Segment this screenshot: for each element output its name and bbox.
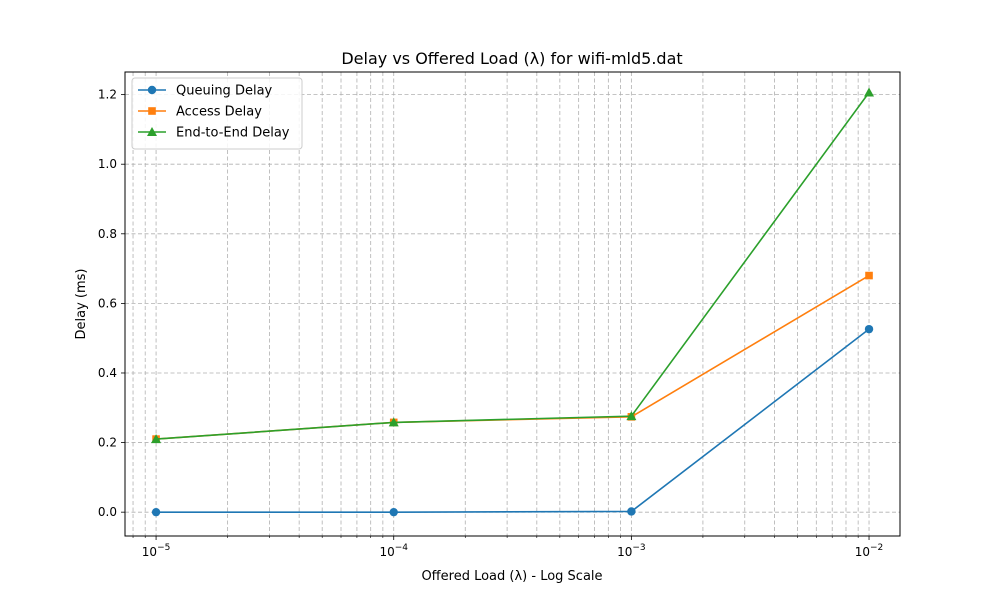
x-tick-label: 10−5 [142, 543, 171, 559]
legend-box [131, 77, 303, 150]
plot-frame [124, 71, 901, 537]
legend-marker [147, 85, 157, 95]
grid [125, 72, 900, 536]
y-tick-label: 0.0 [98, 505, 117, 519]
x-axis-label: Offered Load (λ) - Log Scale [421, 569, 602, 584]
data-point-marker [389, 507, 398, 517]
y-tick-label: 0.4 [98, 366, 117, 380]
legend-item: Access Delay [138, 105, 262, 120]
y-tick-label: 1.0 [98, 157, 117, 171]
data-point-marker [864, 87, 875, 97]
data-point-marker [151, 434, 162, 444]
legend-marker [147, 127, 157, 136]
series-1 [151, 324, 874, 517]
x-tick-label: 10−4 [379, 543, 408, 559]
legend-label: Access Delay [176, 105, 262, 120]
data-point-marker [865, 271, 873, 280]
legend-item: Queuing Delay [138, 84, 273, 99]
series-3 [151, 87, 875, 444]
y-tick-label: 1.2 [98, 88, 117, 102]
legend-label: Queuing Delay [176, 84, 273, 99]
data-point-marker [151, 507, 161, 517]
data-point-marker [864, 324, 874, 334]
data-point-marker [626, 411, 637, 421]
data-point-marker [388, 417, 399, 427]
series-line [156, 328, 870, 513]
y-tick-label: 0.8 [98, 227, 117, 241]
chart-title: Delay vs Offered Load (λ) for wifi-mld5.… [341, 49, 682, 68]
legend-label: End-to-End Delay [176, 126, 290, 141]
plot-series [151, 87, 875, 517]
legend-item: End-to-End Delay [138, 126, 290, 141]
y-tick-label: 0.2 [98, 436, 117, 450]
legend-marker [148, 107, 156, 115]
x-tick-label: 10−3 [617, 543, 646, 559]
legend: Queuing Delay Access Delay End-to-End Dela… [131, 77, 303, 150]
y-axis-label: Delay (ms) [74, 269, 89, 340]
axes: 10−5 10−4 10−3 10−2 0.0 0.2 0.4 0.6 0.8 1.0 1.2 [98, 88, 883, 559]
x-tick-label: 10−2 [855, 543, 884, 559]
data-point-marker [627, 507, 636, 516]
y-tick-label: 0.6 [98, 296, 117, 310]
series-line [156, 92, 870, 440]
